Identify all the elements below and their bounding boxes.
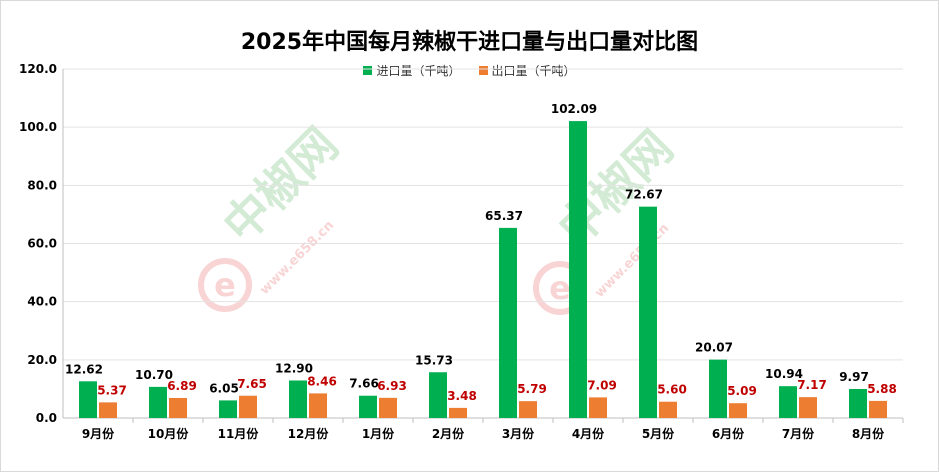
watermark-logo-icon (198, 258, 252, 312)
data-label-export: 5.60 (657, 383, 687, 397)
data-label-import: 12.90 (275, 361, 313, 375)
x-tick-label: 3月份 (502, 426, 535, 441)
bar-export (169, 397, 187, 418)
y-tick-label: 20.0 (27, 353, 57, 367)
data-label-import: 6.05 (209, 381, 239, 395)
data-label-import: 72.67 (625, 188, 663, 202)
bar-export (449, 407, 467, 418)
y-tick-label: 60.0 (27, 237, 57, 251)
x-tick-label: 9月份 (82, 426, 115, 441)
y-tick-label: 0.0 (36, 411, 57, 425)
bar-import (569, 121, 587, 418)
bar-export (799, 397, 817, 418)
legend-item-export: 出口量（千吨） (478, 62, 576, 79)
bar-import (429, 372, 447, 418)
data-label-export: 5.79 (517, 382, 547, 396)
legend-label-import: 进口量（千吨） (376, 64, 461, 78)
bar-export (869, 400, 887, 418)
x-tick-label: 11月份 (218, 426, 260, 441)
bar-import (639, 206, 657, 418)
data-label-export: 5.09 (727, 384, 757, 398)
data-label-export: 6.93 (377, 379, 407, 393)
data-label-import: 65.37 (485, 209, 523, 223)
data-label-export: 8.46 (307, 374, 337, 388)
bar-export (309, 393, 327, 418)
bar-export (519, 401, 537, 418)
data-label-import: 15.73 (415, 353, 453, 367)
x-tick-label: 4月份 (572, 426, 605, 441)
x-tick-label: 5月份 (642, 426, 675, 441)
chart-title: 2025年中国每月辣椒干进口量与出口量对比图 (240, 30, 699, 55)
data-label-import: 10.70 (135, 368, 173, 382)
x-tick-label: 12月份 (288, 426, 330, 441)
data-label-import: 7.66 (349, 377, 379, 391)
data-label-export: 6.89 (167, 379, 197, 393)
data-label-import: 10.94 (765, 367, 803, 381)
y-tick-label: 40.0 (27, 295, 57, 309)
legend-label-export: 出口量（千吨） (491, 64, 576, 78)
chart-legend: 进口量（千吨） 出口量（千吨） (0, 62, 939, 79)
data-label-import: 20.07 (695, 341, 733, 355)
x-tick-label: 8月份 (852, 426, 885, 441)
data-label-export: 7.65 (237, 377, 267, 391)
watermark-logo-letter: e (214, 266, 236, 304)
y-tick-label: 100.0 (19, 120, 57, 134)
bar-export (589, 397, 607, 418)
bar-import (219, 400, 237, 418)
x-tick-label: 10月份 (148, 426, 190, 441)
data-label-import: 9.97 (839, 370, 869, 384)
data-label-export: 3.48 (447, 389, 477, 403)
bar-import (709, 359, 727, 418)
x-tick-label: 2月份 (432, 426, 465, 441)
data-label-export: 7.09 (587, 378, 617, 392)
y-tick-label: 120.0 (19, 62, 57, 76)
data-label-export: 7.17 (797, 378, 827, 392)
bar-import (79, 381, 97, 418)
bar-export (99, 402, 117, 418)
data-label-export: 5.88 (867, 382, 897, 396)
bar-export (729, 403, 747, 418)
bar-export (659, 401, 677, 418)
x-tick-label: 1月份 (362, 426, 395, 441)
legend-swatch-import (363, 66, 373, 75)
bar-import (779, 386, 797, 418)
bar-import (149, 386, 167, 418)
x-tick-label: 6月份 (712, 426, 745, 441)
bar-export (379, 397, 397, 418)
data-label-import: 12.62 (65, 362, 103, 376)
bar-import (499, 227, 517, 418)
watermark-logo-letter: e (549, 269, 571, 307)
legend-swatch-export (478, 66, 488, 75)
bar-export (239, 395, 257, 418)
bar-import (849, 389, 867, 418)
legend-item-import: 进口量（千吨） (363, 62, 461, 79)
bar-import (289, 380, 307, 418)
data-label-export: 5.37 (97, 383, 127, 397)
x-tick-label: 7月份 (782, 426, 815, 441)
bar-import (359, 395, 377, 418)
data-label-import: 102.09 (551, 102, 597, 116)
y-tick-label: 80.0 (27, 178, 57, 192)
